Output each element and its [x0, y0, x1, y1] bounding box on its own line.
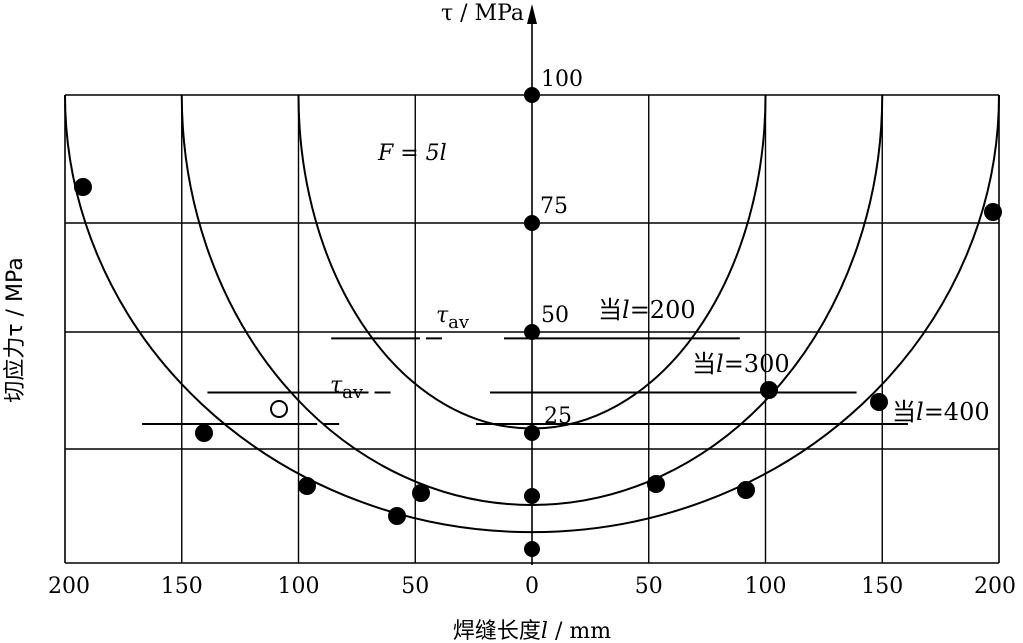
data-point: [737, 481, 755, 499]
x-tick-label: 150: [161, 574, 203, 599]
data-point: [870, 393, 888, 411]
y-tick-label: 75: [540, 194, 568, 219]
x-tick-label: 50: [401, 574, 429, 599]
y-tick-label: 50: [541, 303, 569, 328]
x-tick-label: 50: [635, 574, 663, 599]
data-point: [298, 477, 316, 495]
y-axis-label: 切应力τ / MPa: [3, 257, 28, 402]
formula-label: F = 5l: [377, 141, 447, 166]
data-point-open: [270, 400, 288, 418]
avg-line-label: 当l=300: [692, 350, 790, 378]
data-point: [388, 507, 406, 525]
tau-avg-label: τav: [330, 373, 364, 403]
data-points: [74, 87, 1002, 557]
top-axis-label: τ / MPa: [441, 1, 524, 26]
x-tick-label: 200: [48, 574, 90, 599]
x-tick-label: 150: [861, 574, 903, 599]
tick-labels: 200 150 100 50 0 50 100 150 200 100 75 50 25: [48, 67, 1016, 599]
y-tick-label: 25: [544, 404, 572, 429]
labels: τ / MPa 切应力τ / MPa 焊缝长度l / mm F = 5l 当l=…: [3, 1, 990, 643]
average-lines: [142, 337, 908, 425]
avg-line-label: 当l=200: [598, 296, 696, 324]
x-tick-label: 100: [278, 574, 320, 599]
data-point: [984, 203, 1002, 221]
data-point: [74, 178, 92, 196]
data-point: [760, 381, 778, 399]
x-tick-label: 200: [974, 574, 1016, 599]
axes: [527, 4, 537, 565]
data-point: [647, 475, 665, 493]
y-tick-label: 100: [541, 67, 583, 92]
x-axis-label: 焊缝长度l / mm: [453, 619, 611, 643]
x-tick-label: 100: [745, 574, 787, 599]
data-point: [195, 424, 213, 442]
tau-avg-label: τav: [436, 303, 470, 333]
x-tick-label: 0: [525, 574, 539, 599]
axis-arrow: [527, 4, 537, 24]
data-point: [412, 484, 430, 502]
avg-line-label: 当l=400: [892, 398, 990, 426]
